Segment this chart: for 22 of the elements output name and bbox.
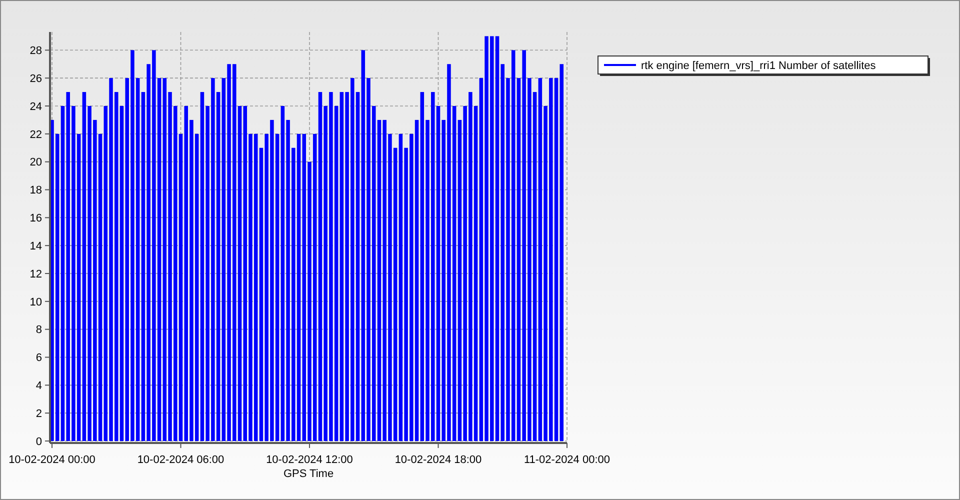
x-tick-label: 10-02-2024 12:00 [266,454,353,466]
y-tick-label: 18 [30,184,42,197]
y-tick-label: 20 [30,156,42,169]
y-tick-label: 28 [30,44,42,57]
y-tick-label: 8 [36,324,42,336]
y-tick-label: 2 [36,408,42,420]
x-tick-label: 11-02-2024 00:00 [524,454,610,466]
y-tick-label: 24 [30,100,42,113]
legend-label: rtk engine [femern_vrs]_rri1 Number of satellites [641,60,876,72]
y-tick-label: 26 [30,72,42,85]
y-tick-label: 6 [36,352,42,364]
y-tick-label: 12 [30,268,42,280]
x-tick-label: 10-02-2024 18:00 [394,454,482,466]
y-tick-label: 0 [36,436,42,448]
y-tick-label: 22 [30,128,42,141]
y-tick-label: 4 [36,380,42,392]
x-tick-label: 10-02-2024 06:00 [137,454,224,466]
y-tick-label: 10 [30,296,42,308]
y-tick-label: 14 [30,240,42,252]
x-axis-title: GPS Time [283,468,334,480]
y-tick-label: 16 [30,212,42,225]
x-tick-label: 10-02-2024 00:00 [8,454,96,466]
